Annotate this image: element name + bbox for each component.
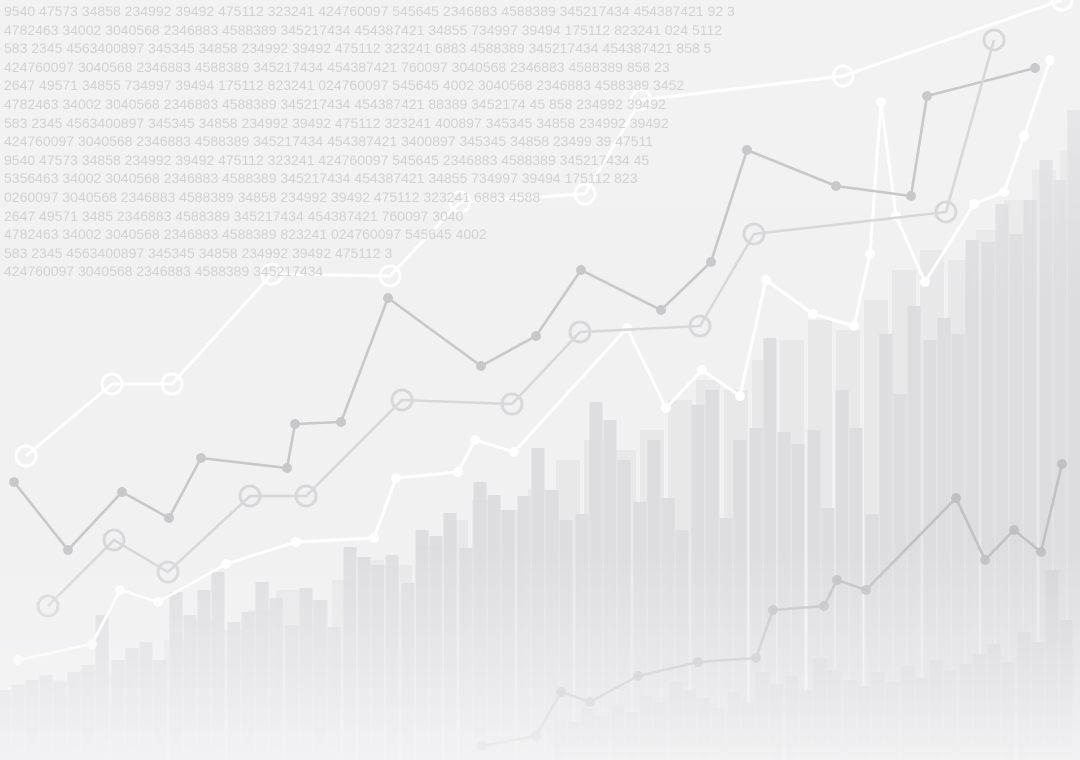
chart-canvas: 9540 47573 34858 234992 39492 475112 323… (0, 0, 1080, 760)
chart-svg (0, 0, 1080, 760)
bottom-haze (0, 0, 1080, 760)
